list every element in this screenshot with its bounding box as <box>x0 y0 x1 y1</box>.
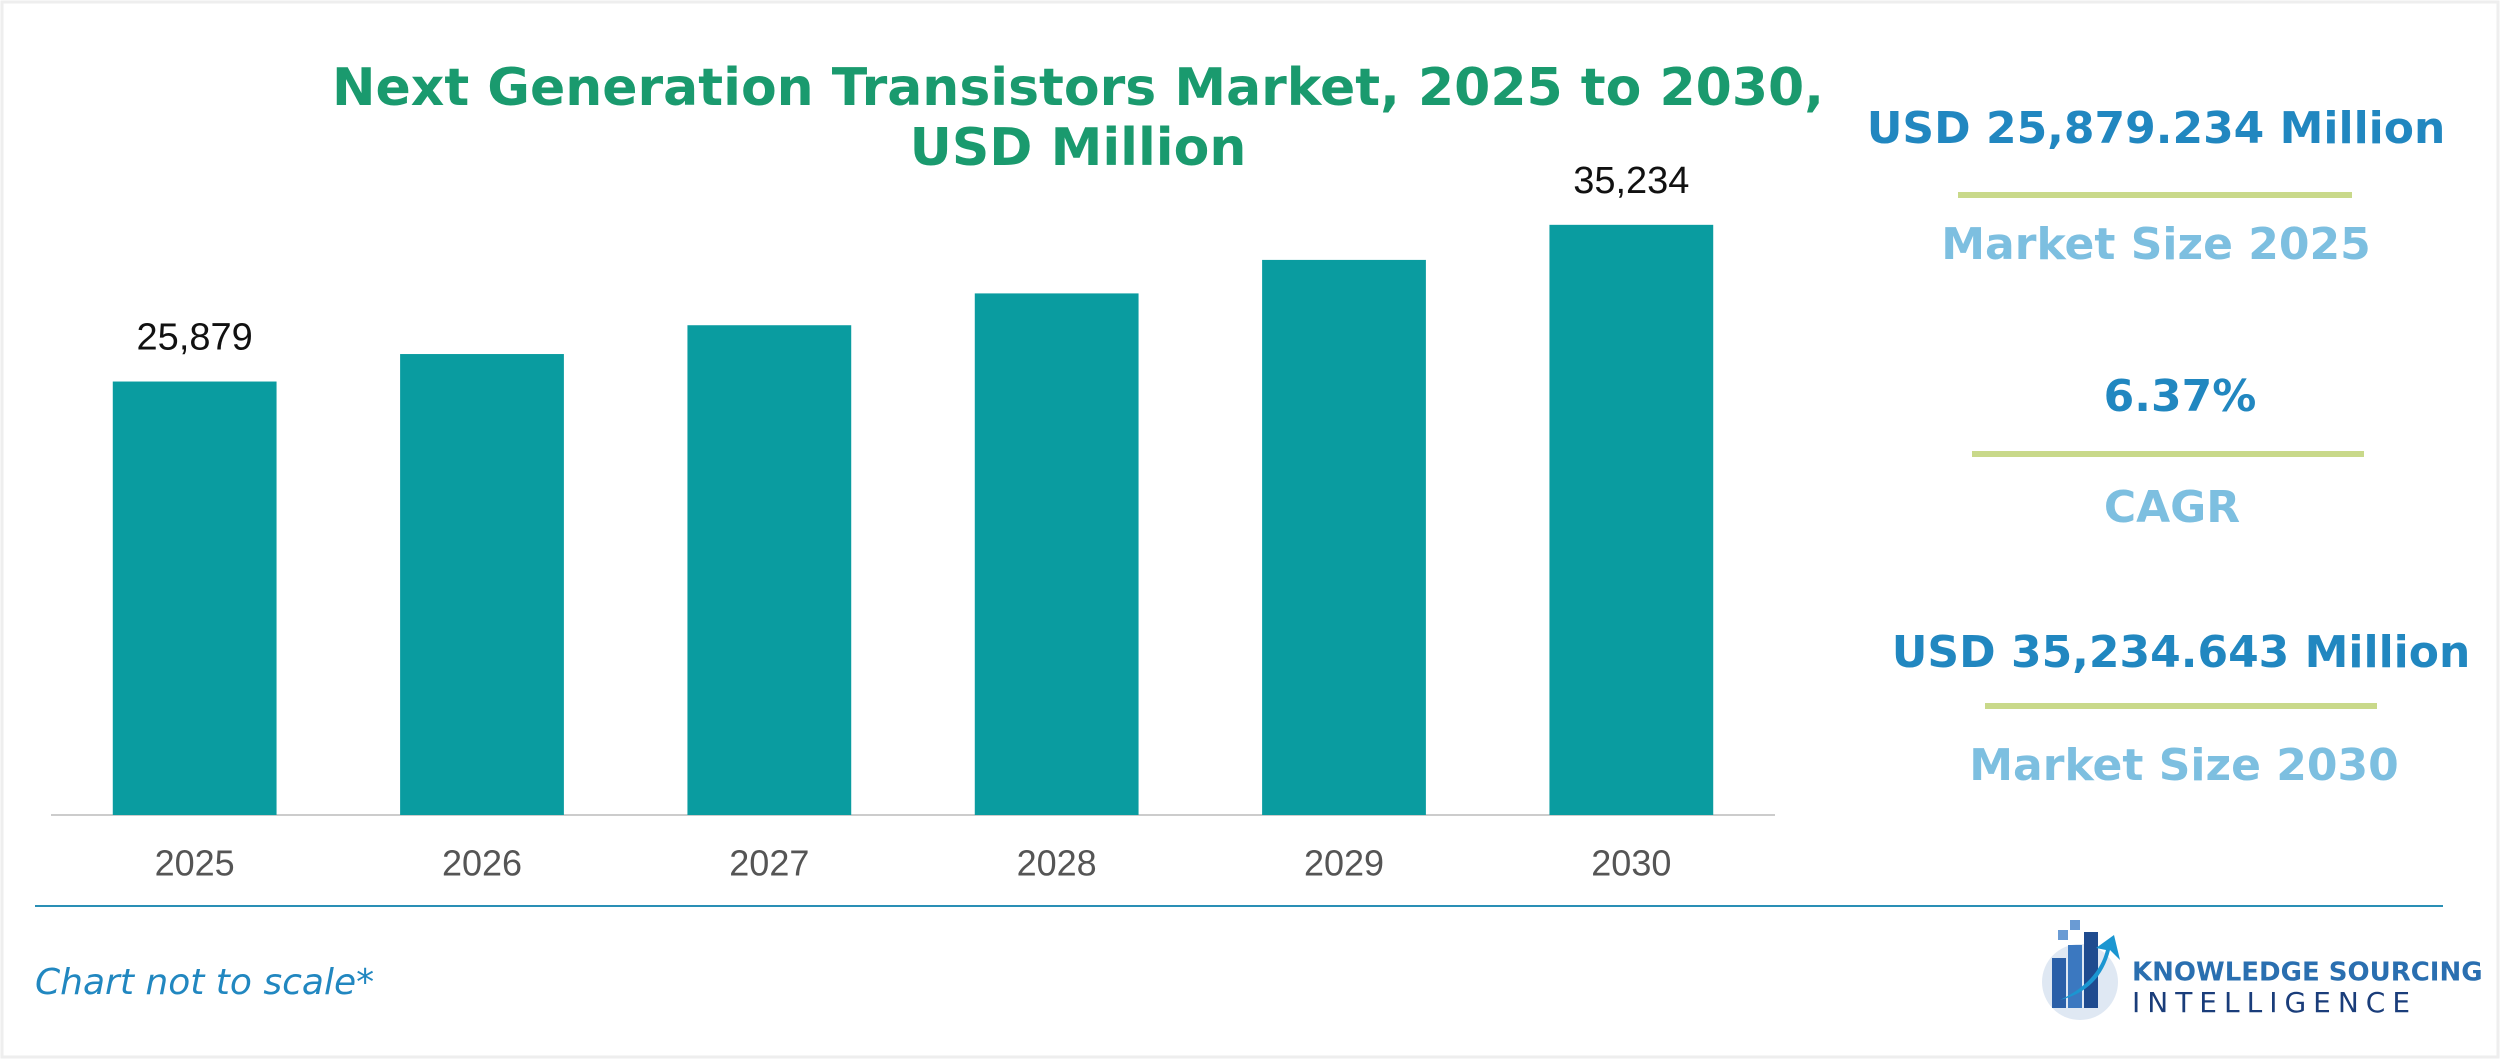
bar <box>400 354 564 815</box>
bar <box>1262 259 1426 815</box>
stat-label: Market Size 2025 <box>1941 219 2370 270</box>
data-label: 25,879 <box>137 317 253 359</box>
footnote: Chart not to scale* <box>35 962 374 1003</box>
stat-value: USD 25,879.234 Million <box>1867 103 2446 154</box>
stat-value: USD 35,234.643 Million <box>1892 627 2471 678</box>
bar <box>687 325 852 815</box>
x-tick-label: 2030 <box>1591 843 1671 884</box>
x-tick-label: 2029 <box>1304 843 1384 884</box>
stat-label: CAGR <box>2104 482 2240 533</box>
bar <box>112 381 277 815</box>
data-label: 35,234 <box>1573 160 1689 202</box>
chart-subtitle: USD Million <box>910 118 1247 178</box>
chart-title: Next Generation Transistors Market, 2025… <box>332 58 1824 118</box>
x-tick-label: 2028 <box>1017 843 1097 884</box>
x-tick-label: 2026 <box>442 843 522 884</box>
stat-value: 6.37% <box>2104 371 2257 422</box>
logo-text: INTELLIGENCE <box>2132 986 2417 1019</box>
stat-label: Market Size 2030 <box>1969 740 2398 791</box>
x-tick-label: 2027 <box>729 843 809 884</box>
x-tick-label: 2025 <box>155 843 235 884</box>
logo-text: KNOWLEDGE SOURCING <box>2132 958 2483 988</box>
logo-icon <box>2042 920 2120 1020</box>
bar <box>1549 224 1714 815</box>
bar <box>974 293 1139 815</box>
